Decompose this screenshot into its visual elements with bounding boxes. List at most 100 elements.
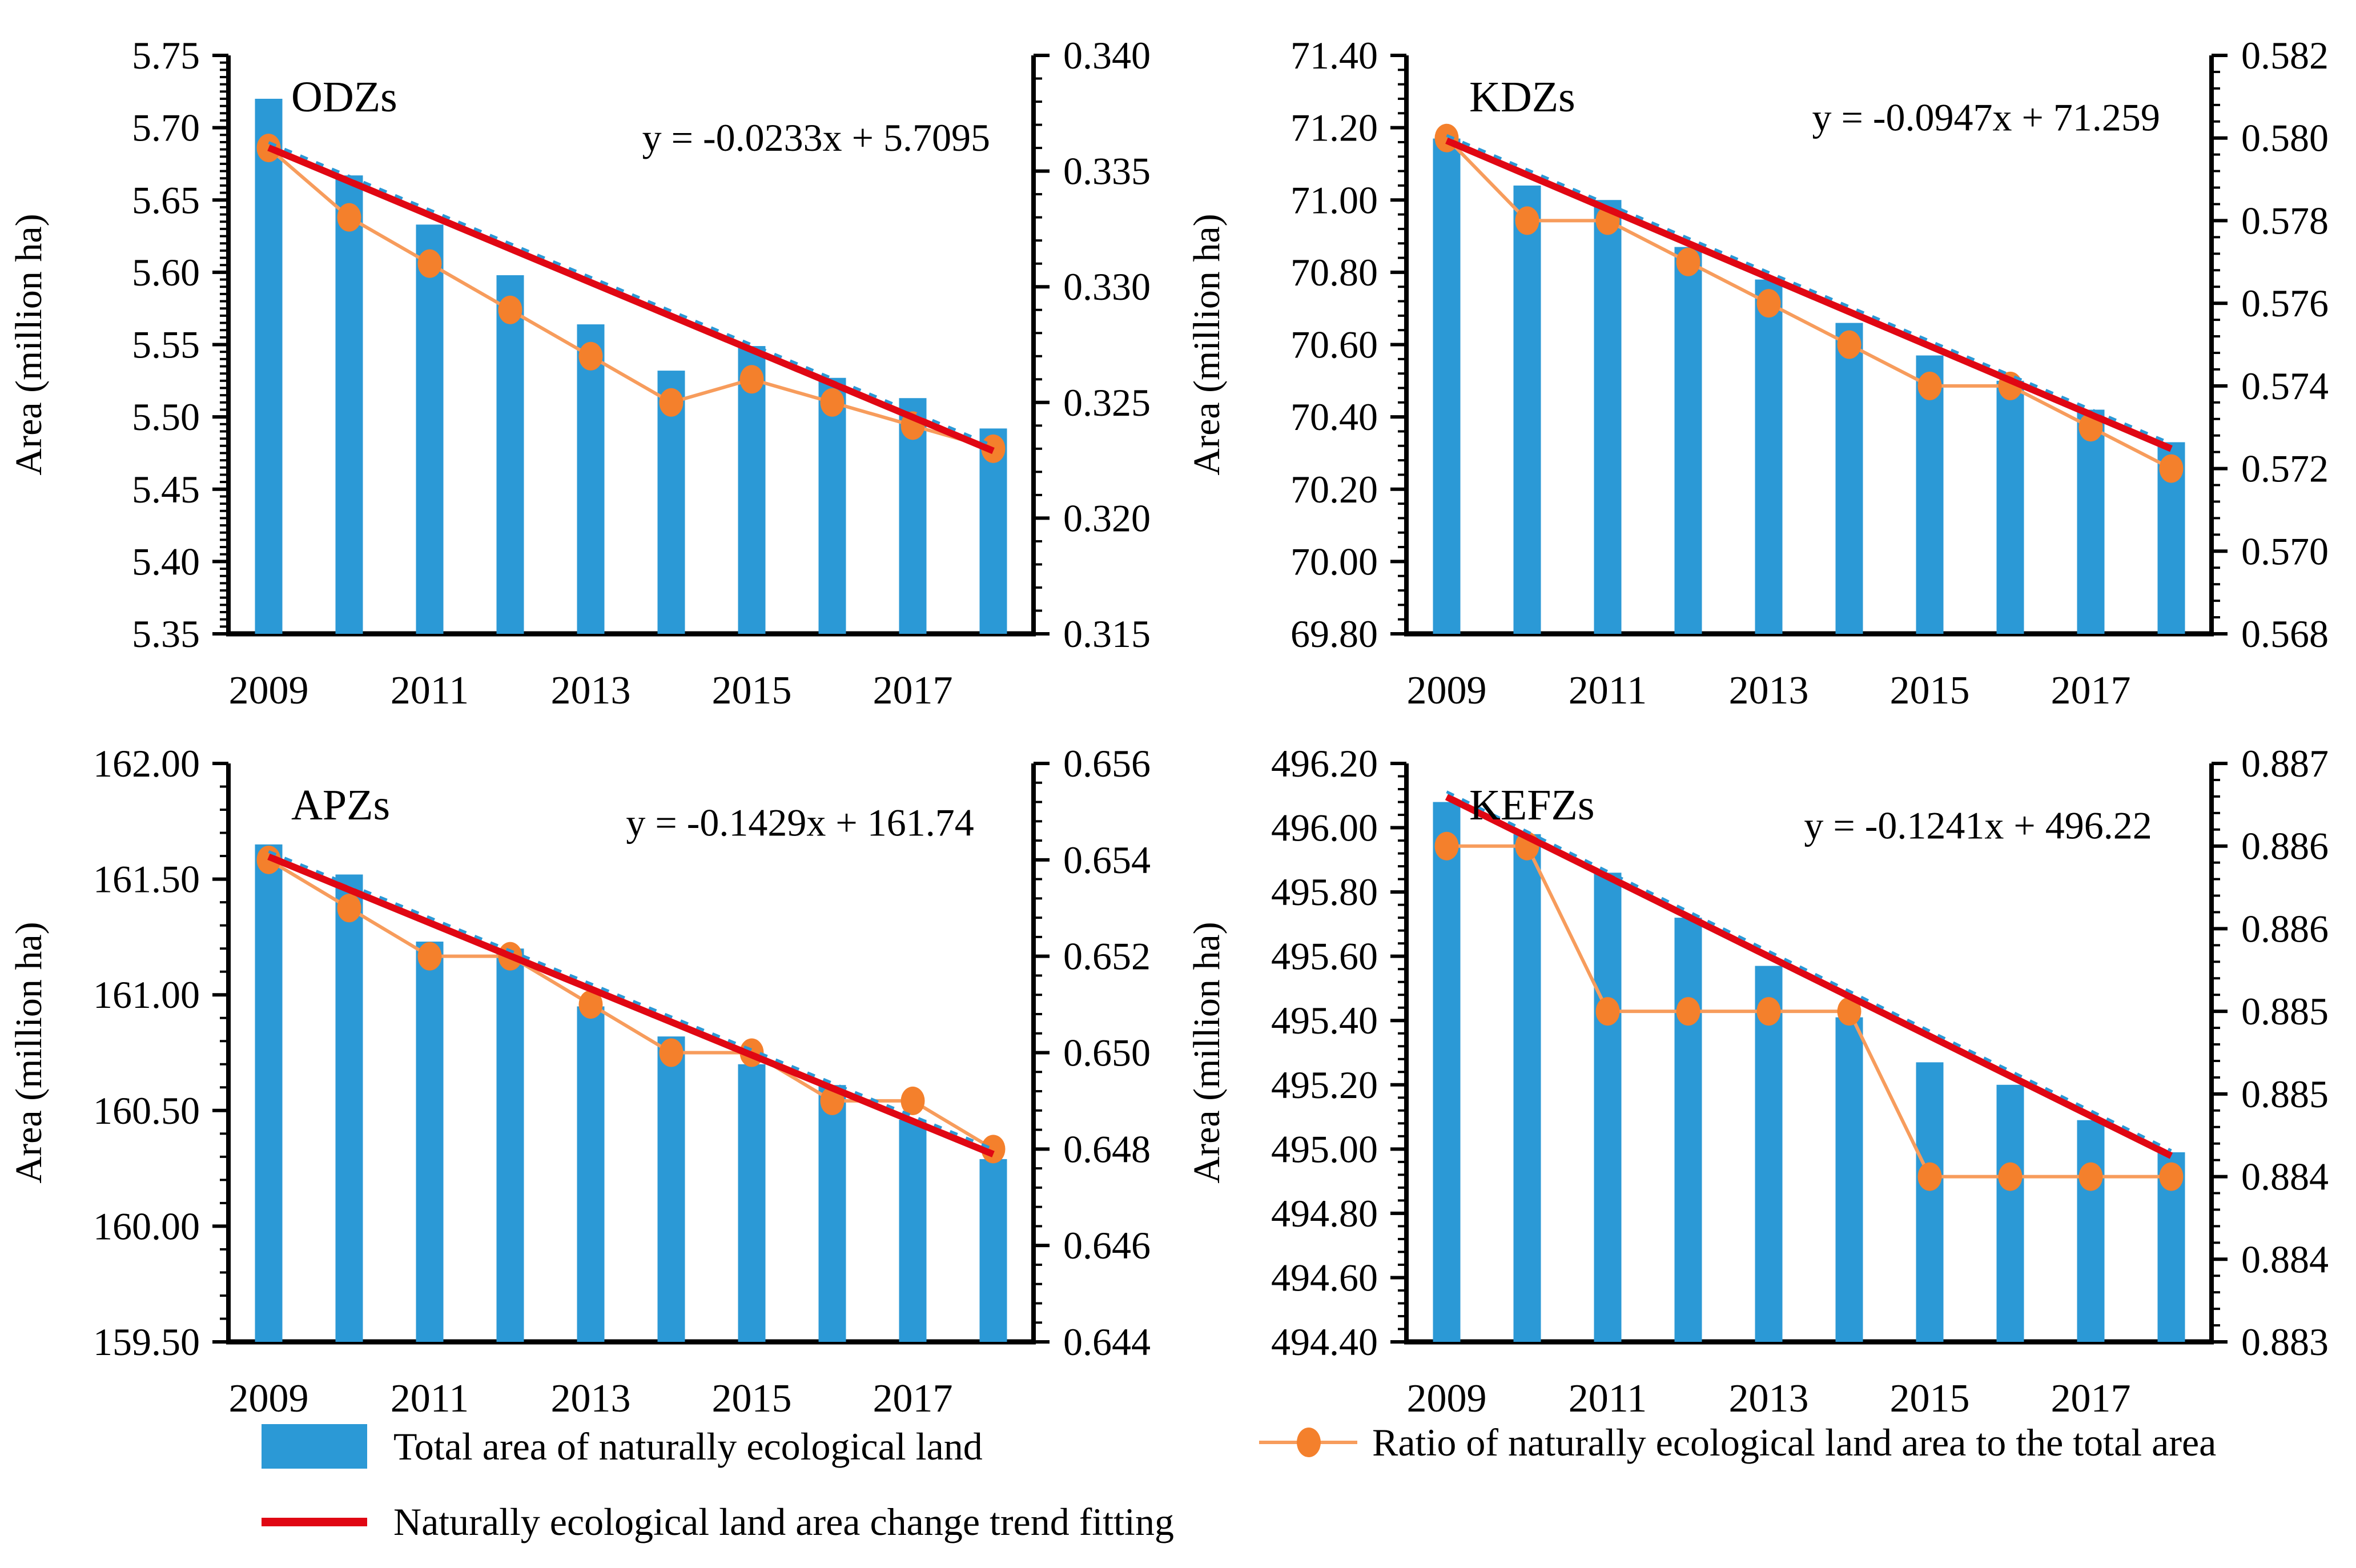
bar-2017 [899, 1120, 927, 1342]
right-axis-tick-label: 0.884 [2241, 1155, 2329, 1199]
right-axis-tick-label: 0.568 [2241, 612, 2329, 656]
x-axis-tick-label: 2015 [712, 669, 792, 708]
trend-dash-line [1446, 790, 2172, 1152]
trend-line [267, 144, 995, 455]
bar-2018 [979, 1159, 1007, 1342]
ratio-marker-2011 [417, 942, 442, 971]
ratio-marker-2018 [981, 1135, 1006, 1164]
ratio-line [1446, 844, 2172, 1179]
ratio-marker-2018 [2159, 1162, 2184, 1191]
left-axis-tick-label: 160.00 [93, 1204, 200, 1248]
left-axis-tick-label: 494.80 [1271, 1192, 1378, 1235]
ratio-marker-2010 [1515, 206, 1539, 235]
bar-2013 [1755, 966, 1783, 1342]
left-axis-tick-label: 494.40 [1271, 1320, 1378, 1364]
bar-2013 [577, 1006, 605, 1342]
x-axis-tick-label: 2013 [1729, 669, 1809, 708]
ratio-marker-2015 [1917, 371, 1942, 400]
right-axis-tick-label: 0.325 [1063, 381, 1151, 424]
bar-2014 [1835, 1017, 1863, 1342]
ratio-marker-2009 [1434, 123, 1459, 152]
ratio-line-marker-icon [1259, 1420, 1357, 1465]
trend-line [267, 853, 995, 1157]
right-axis-tick-label: 0.886 [2241, 825, 2329, 868]
ratio-marker-2015 [739, 365, 764, 394]
bar-2015 [738, 346, 766, 634]
bar-2011 [416, 224, 444, 634]
right-axis-tick-label: 0.650 [1063, 1031, 1151, 1075]
right-axis-tick-label: 0.887 [2241, 742, 2329, 785]
left-axis-tick-label: 71.40 [1290, 34, 1378, 77]
bar-2017 [2077, 409, 2105, 634]
left-axis-tick-label: 496.20 [1271, 742, 1378, 785]
bar-2009 [255, 844, 283, 1342]
panel-title: ODZs [291, 73, 397, 121]
right-axis-tick-label: 0.885 [2241, 990, 2329, 1033]
bar-2012 [496, 948, 524, 1342]
bar-2013 [1755, 279, 1783, 634]
right-axis-tick-label: 0.576 [2241, 282, 2329, 325]
left-axis-tick-label: 70.00 [1290, 540, 1378, 583]
trend-line-swatch-icon [262, 1517, 367, 1526]
x-axis-tick-label: 2011 [1569, 1377, 1647, 1416]
x-axis-tick-label: 2009 [229, 669, 309, 708]
legend-label-total-area: Total area of naturally ecological land [393, 1425, 983, 1468]
right-axis-tick-label: 0.884 [2241, 1237, 2329, 1281]
y-axis-title: Area (million ha) [8, 922, 50, 1183]
left-axis-tick-label: 71.00 [1290, 178, 1378, 222]
panel-title: KEFZs [1469, 781, 1595, 829]
panel-kefzs-chart: 496.20 496.00 495.80 495.60 495.40 495.20 495.… [1186, 742, 2329, 1416]
legend-item-total-area: Total area of naturally ecological land [262, 1424, 983, 1469]
right-axis-tick-label: 0.654 [1063, 838, 1151, 882]
x-axis-tick-label: 2013 [551, 669, 631, 708]
ratio-marker-2014 [659, 1038, 684, 1067]
bar-2016 [818, 1085, 846, 1342]
trend-dash-line [268, 141, 994, 447]
right-axis-tick-label: 0.340 [1063, 34, 1151, 77]
left-axis-tick-label: 496.00 [1271, 806, 1378, 850]
left-axis-tick-label: 70.20 [1290, 468, 1378, 511]
right-axis-tick-label: 0.886 [2241, 907, 2329, 950]
left-axis-tick-label: 5.50 [132, 395, 200, 439]
right-axis-tick-label: 0.582 [2241, 34, 2329, 77]
ratio-marker-2010 [337, 203, 361, 232]
bar-2010 [335, 874, 363, 1342]
x-axis-tick-label: 2009 [1407, 669, 1487, 708]
ratio-marker-2016 [820, 388, 845, 417]
ratio-marker-2009 [1434, 831, 1459, 861]
ratio-line [1445, 136, 2172, 471]
right-axis-tick-label: 0.578 [2241, 199, 2329, 242]
panel-odzs-chart: 5.75 5.70 5.65 5.60 5.55 5.50 5.45 5.40 5.35 0.34… [8, 34, 1151, 708]
panel-title: KDZs [1469, 73, 1575, 121]
x-axis-tick-label: 2013 [1729, 1377, 1809, 1416]
bar-2011 [1594, 873, 1622, 1342]
right-axis-tick-label: 0.572 [2241, 447, 2329, 490]
ratio-marker-icon [1297, 1428, 1321, 1457]
panel-apzs-chart: 162.00 161.50 161.00 160.50 160.00 159.50 0.65… [8, 742, 1151, 1416]
ratio-marker-2018 [2159, 454, 2184, 483]
right-axis-tick-label: 0.580 [2241, 116, 2329, 160]
bar-swatch-icon [262, 1424, 367, 1469]
bar-2014 [657, 1036, 685, 1342]
trend-line [1445, 794, 2173, 1159]
legend-item-trend: Naturally ecological land area change tr… [262, 1499, 1174, 1544]
legend-item-ratio: Ratio of naturally ecological land area … [1259, 1420, 2216, 1465]
left-axis-tick-label: 5.45 [132, 468, 200, 511]
right-axis-tick-label: 0.570 [2241, 529, 2329, 573]
ratio-marker-2014 [659, 388, 684, 417]
bar-2010 [335, 175, 363, 634]
bar-2009 [255, 98, 283, 634]
x-axis-tick-label: 2015 [1890, 1377, 1970, 1416]
left-axis-tick-label: 5.40 [132, 540, 200, 583]
x-axis-tick-label: 2011 [1569, 669, 1647, 708]
left-axis-tick-label: 5.35 [132, 612, 200, 656]
left-axis-tick-label: 5.65 [132, 178, 200, 222]
ratio-marker-2016 [1998, 1162, 2023, 1191]
ratio-marker-2010 [337, 894, 361, 923]
left-axis-tick-label: 494.60 [1271, 1256, 1378, 1299]
bar-2015 [1916, 1062, 1944, 1342]
x-axis-tick-label: 2017 [873, 669, 953, 708]
ratio-marker-2017 [2078, 1162, 2103, 1191]
x-axis-tick-label: 2011 [391, 1377, 469, 1416]
left-axis-tick-label: 5.70 [132, 106, 200, 150]
